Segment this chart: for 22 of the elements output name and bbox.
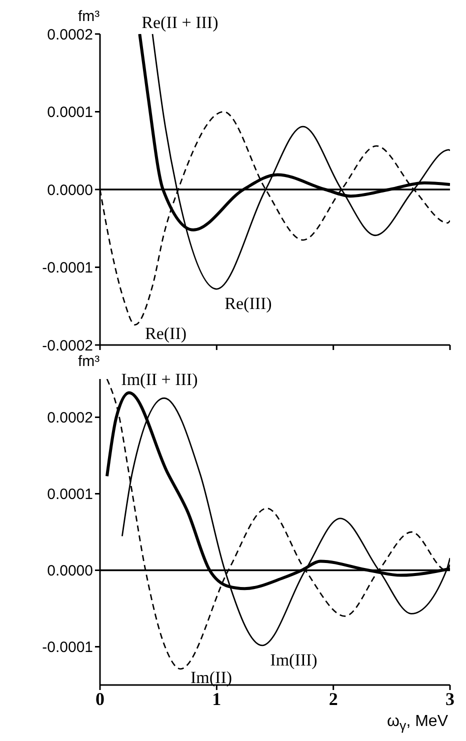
y-axis-title: fm³ — [78, 353, 100, 370]
x-tick-label: 3 — [446, 688, 454, 709]
x-axis-title: ω$_{γ}$, MeV — [387, 713, 448, 734]
series-label: Im(II + III) — [121, 370, 198, 389]
x-tick-label: 1 — [212, 688, 222, 709]
x-tick-label: 0 — [96, 688, 104, 709]
y-tick-label: 0.0001 — [47, 486, 93, 504]
series-label: Re(II) — [145, 324, 187, 343]
series-label: Re(II + III) — [142, 13, 218, 32]
y-axis-title: fm³ — [78, 8, 100, 25]
y-tick-label: -0.0002 — [42, 337, 93, 354]
y-tick-label: -0.0001 — [42, 260, 93, 277]
y-tick-label: -0.0001 — [42, 639, 93, 656]
y-tick-label: 0.0000 — [47, 182, 93, 199]
y-tick-label: 0.0002 — [47, 410, 93, 427]
y-tick-label: 0.0000 — [47, 562, 93, 580]
series-label: Re(III) — [224, 294, 272, 314]
series-label: Im(III) — [270, 650, 318, 670]
y-tick-label: 0.0001 — [47, 104, 93, 122]
y-tick-label: 0.0002 — [47, 26, 93, 44]
series-label: Im(II) — [190, 668, 232, 687]
x-tick-label: 2 — [328, 688, 338, 709]
